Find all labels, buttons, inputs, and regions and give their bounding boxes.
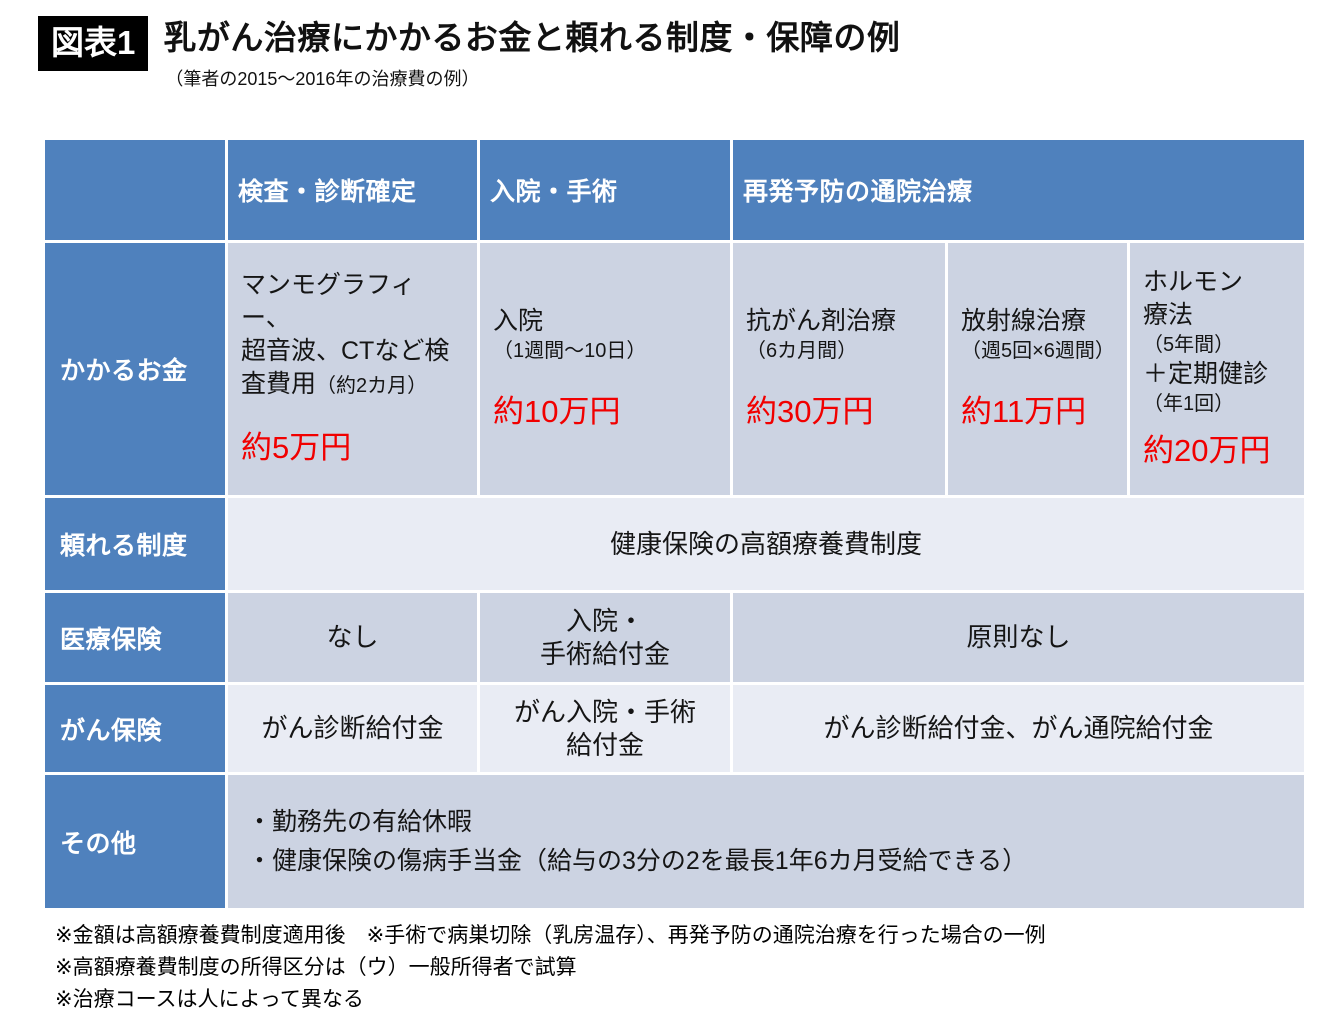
footnote-line: ※治療コースは人によって異なる: [55, 987, 364, 1011]
cost-hormone-note2: （年1回）: [1143, 393, 1235, 416]
row-label-medical-insurance: 医療保険: [45, 593, 225, 682]
footnote-line: ※高額療養費制度の所得区分は（ウ）一般所得者で試算: [55, 955, 577, 979]
cost-chemo-note: （6カ月間）: [746, 340, 858, 363]
figure-title: 乳がん治療にかかるお金と頼れる制度・保障の例: [163, 19, 901, 56]
other-cell: ・勤務先の有給休暇 ・健康保険の傷病手当金（給与の3分の2を最長1年6カ月受給で…: [228, 775, 1304, 908]
figure-header: 図表1 乳がん治療にかかるお金と頼れる制度・保障の例 （筆者の2015〜2016…: [38, 16, 900, 91]
other-line-1: ・勤務先の有給休暇: [247, 807, 473, 836]
figure-subtitle: （筆者の2015〜2016年の治療費の例）: [165, 69, 480, 90]
cost-cell-hormone: ホルモン 療法 （5年間） ＋定期健診 （年1回） 約20万円: [1130, 243, 1304, 495]
cost-cell-radiation: 放射線治療 （週5回×6週間） 約11万円: [948, 243, 1127, 495]
cost-chemo-text: 抗がん剤治療: [746, 307, 897, 336]
cost-radiation-text: 放射線治療: [961, 307, 1087, 336]
col-header-hospital: 入院・手術: [480, 140, 730, 240]
cost-chemo-price: 約30万円: [746, 393, 874, 429]
system-cell: 健康保険の高額療養費制度: [228, 498, 1304, 590]
cost-hormone-note: （5年間）: [1143, 333, 1235, 356]
row-label-cost: かかるお金: [45, 243, 225, 495]
cost-table: 検査・診断確定 入院・手術 再発予防の通院治療 かかるお金 マンモグラフィー、 …: [45, 140, 1304, 908]
other-line-2: ・健康保険の傷病手当金（給与の3分の2を最長1年6カ月受給できる）: [247, 846, 1028, 875]
cost-radiation-price: 約11万円: [961, 393, 1087, 429]
cancer-cell-outpatient: がん診断給付金、がん通院給付金: [733, 685, 1304, 772]
cancer-cell-hospital: がん入院・手術 給付金: [480, 685, 730, 772]
cost-hormone-price: 約20万円: [1143, 433, 1271, 469]
col-header-exam: 検査・診断確定: [228, 140, 477, 240]
cost-radiation-note: （週5回×6週間）: [961, 340, 1115, 363]
cost-cell-chemo: 抗がん剤治療 （6カ月間） 約30万円: [733, 243, 945, 495]
medical-cell-exam: なし: [228, 593, 477, 682]
row-label-cancer-insurance: がん保険: [45, 685, 225, 772]
cost-hormone-text2: ＋定期健診: [1143, 360, 1269, 389]
medical-cell-hospital: 入院・ 手術給付金: [480, 593, 730, 682]
cost-hospital-note: （1週間〜10日）: [493, 340, 647, 363]
footnote-line: ※金額は高額療養費制度適用後 ※手術で病巣切除（乳房温存）、再発予防の通院治療を…: [55, 924, 1046, 947]
cost-cell-hospital: 入院 （1週間〜10日） 約10万円: [480, 243, 730, 495]
cost-cell-exam: マンモグラフィー、 超音波、CTなど検 査費用（約2カ月） 約5万円: [228, 243, 477, 495]
cost-exam-price: 約5万円: [241, 430, 352, 466]
cost-hospital-price: 約10万円: [493, 393, 621, 429]
cost-hormone-text: ホルモン 療法: [1143, 267, 1244, 329]
figure-titles: 乳がん治療にかかるお金と頼れる制度・保障の例 （筆者の2015〜2016年の治療…: [163, 16, 900, 91]
corner-cell: [45, 140, 225, 240]
cost-hospital-text: 入院: [493, 307, 544, 336]
cost-exam-text: マンモグラフィー、 超音波、CTなど検 査費用（約2カ月）: [241, 271, 450, 399]
figure-badge: 図表1: [38, 16, 149, 71]
cancer-cell-exam: がん診断給付金: [228, 685, 477, 772]
row-label-system: 頼れる制度: [45, 498, 225, 590]
footnotes: ※金額は高額療養費制度適用後 ※手術で病巣切除（乳房温存）、再発予防の通院治療を…: [55, 920, 1046, 1016]
medical-cell-outpatient: 原則なし: [733, 593, 1304, 682]
col-header-outpatient: 再発予防の通院治療: [733, 140, 1304, 240]
row-label-other: その他: [45, 775, 225, 908]
